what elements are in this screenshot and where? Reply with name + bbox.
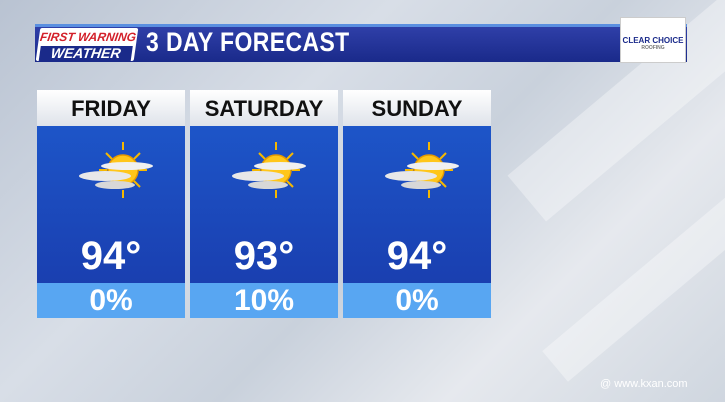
page-title: 3 DAY FORECAST [146,27,350,57]
footer-url[interactable]: @ www.kxan.com [600,378,688,390]
url-text: www.kxan.com [614,378,688,390]
high-temperature: 94° [386,234,448,278]
day-label: SUNDAY [343,90,491,126]
partly-cloudy-sun-icon [385,142,459,198]
forecast-card: FRIDAY 94° 0% [37,90,185,318]
logo-line2: WEATHER [38,45,133,61]
forecast-card: SATURDAY 93° 10% [190,90,338,318]
precip-chance: 0% [343,283,491,318]
first-warning-weather-logo: FIRST WARNING WEATHER [35,28,139,61]
partly-cloudy-sun-icon [79,142,153,198]
forecast-card: SUNDAY 94° 0% [343,90,491,318]
high-temperature: 93° [233,234,295,278]
precip-chance: 10% [190,283,338,318]
header-bar [35,24,687,62]
globe-icon: @ [600,378,615,390]
high-temperature: 94° [80,234,142,278]
precip-chance: 0% [37,283,185,318]
sponsor-name: CLEAR CHOICE [622,36,684,45]
day-label: FRIDAY [37,90,185,126]
day-label: SATURDAY [190,90,338,126]
partly-cloudy-sun-icon [232,142,306,198]
sponsor-logo: CLEAR CHOICE ROOFING [620,17,686,63]
sponsor-subtitle: ROOFING [641,45,665,51]
logo-line1: FIRST WARNING [39,30,138,44]
